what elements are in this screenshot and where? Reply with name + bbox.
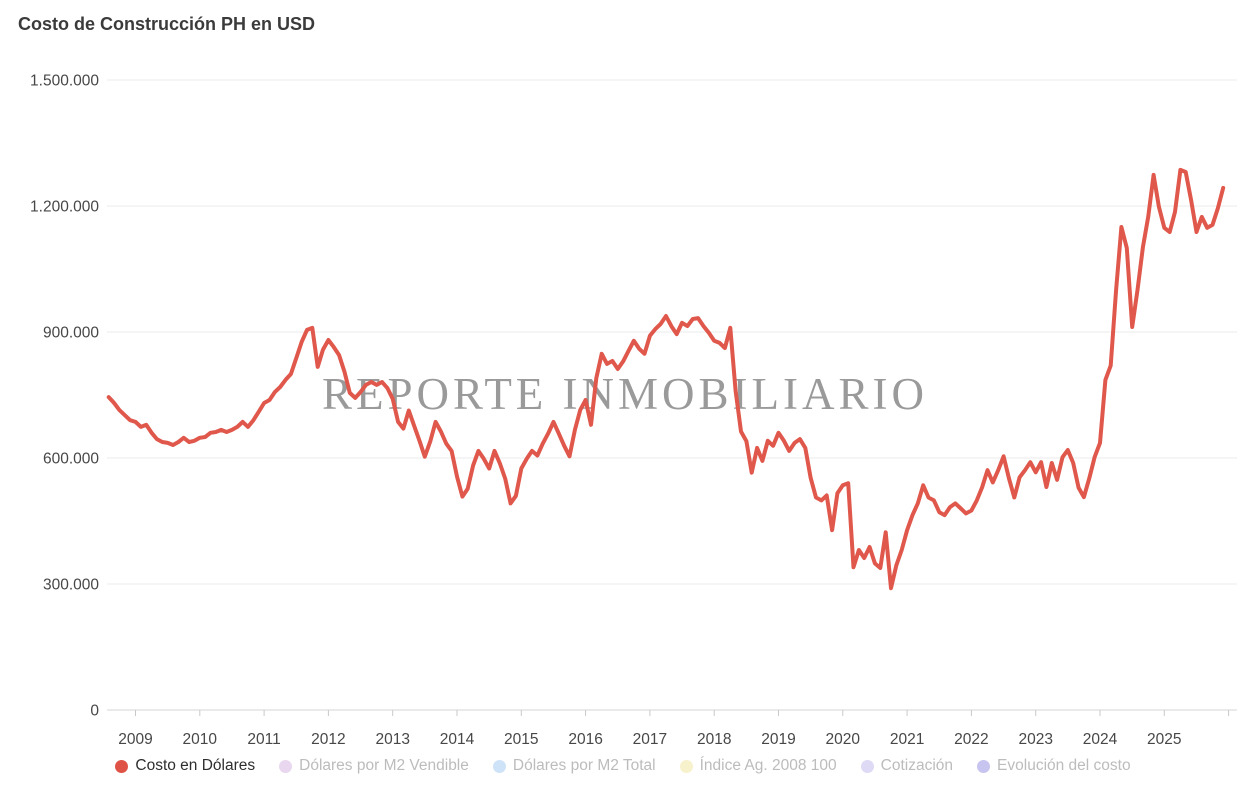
legend-item-label: Índice Ag. 2008 100: [699, 757, 837, 774]
legend-item-label: Dólares por M2 Vendible: [299, 757, 469, 774]
watermark-text: REPORTE INMOBILIARIO: [322, 369, 928, 419]
x-axis-tick-label: 2025: [1147, 731, 1181, 748]
legend-dot-icon: [860, 759, 874, 773]
legend-item-dolares-por-m2-vendible[interactable]: Dólares por M2 Vendible: [279, 757, 469, 775]
legend-item-label: Evolución del costo: [997, 757, 1131, 774]
x-axis-tick-label: 2022: [954, 731, 988, 748]
x-axis-tick-label: 2017: [633, 731, 667, 748]
y-axis-tick-label: 900.000: [43, 325, 99, 342]
legend-item-costo-en-dolares[interactable]: Costo en Dólares: [115, 757, 255, 775]
x-axis-tick-label: 2024: [1083, 731, 1118, 748]
legend-item-label: Costo en Dólares: [135, 757, 256, 774]
x-axis-tick-label: 2011: [247, 731, 280, 748]
x-axis-tick-label: 2009: [118, 731, 152, 748]
legend-item-indice-ag-2008-100[interactable]: Índice Ag. 2008 100: [679, 757, 837, 775]
x-axis-tick-label: 2014: [440, 731, 475, 748]
legend-dot-icon: [679, 759, 693, 773]
legend-dot-icon: [492, 759, 506, 773]
series-line-costo-en-dolares[interactable]: [106, 167, 1226, 591]
x-axis-tick-label: 2010: [183, 731, 218, 748]
x-axis-tick-label: 2019: [761, 731, 795, 748]
x-axis-tick-label: 2013: [375, 731, 409, 748]
x-axis-tick-label: 2021: [890, 731, 924, 748]
legend-item-evolucion-del-costo[interactable]: Evolución del costo: [977, 757, 1131, 775]
legend-dot-icon: [115, 759, 129, 773]
x-axis-tick-label: 2020: [826, 731, 861, 748]
legend-item-label: Cotización: [880, 757, 954, 774]
y-axis-tick-label: 1.500.000: [30, 73, 99, 90]
legend: Costo en Dólares Dólares por M2 Vendible D…: [0, 757, 1246, 775]
legend-dot-icon: [279, 759, 293, 773]
legend-item-dolares-por-m2-total[interactable]: Dólares por M2 Total: [492, 757, 656, 775]
x-axis-tick-label: 2018: [697, 731, 731, 748]
y-axis-tick-label: 0: [90, 703, 99, 720]
y-axis-tick-label: 600.000: [43, 451, 99, 468]
x-axis-tick-label: 2015: [504, 731, 538, 748]
legend-dot-icon: [977, 759, 991, 773]
x-axis-tick-label: 2016: [568, 731, 602, 748]
x-axis-tick-label: 2012: [311, 731, 345, 748]
y-axis-tick-label: 1.200.000: [30, 199, 99, 216]
legend-item-label: Dólares por M2 Total: [512, 757, 656, 774]
x-axis-tick-label: 2023: [1018, 731, 1052, 748]
legend-item-cotizacion[interactable]: Cotización: [860, 757, 954, 775]
chart-title: Costo de Construcción PH en USD: [18, 14, 316, 34]
y-axis-tick-label: 300.000: [43, 577, 99, 594]
